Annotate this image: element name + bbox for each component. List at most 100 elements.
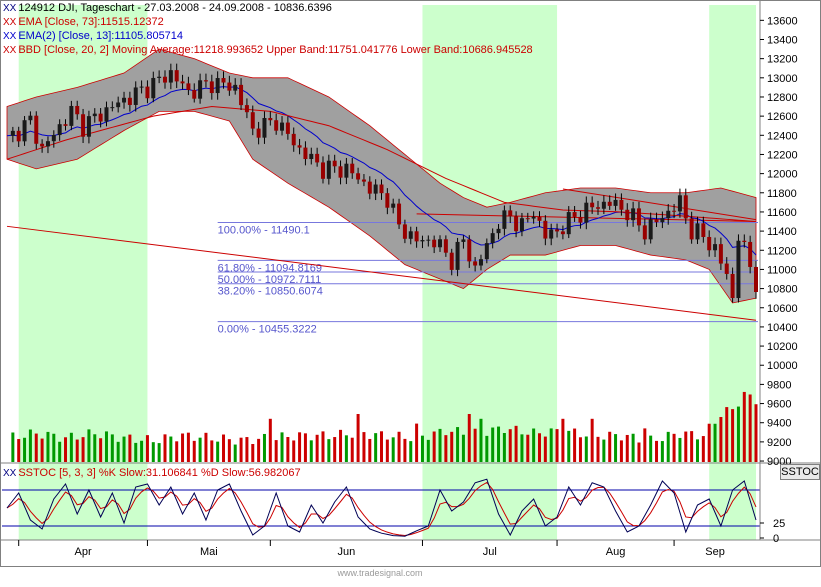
volume-bar: [695, 439, 699, 462]
volume-bar: [514, 425, 518, 462]
candle-body: [724, 263, 729, 274]
volume-bar: [619, 440, 623, 462]
volume-bar: [280, 432, 284, 462]
volume-bar: [339, 429, 343, 462]
volume-bar: [262, 433, 266, 462]
price-tick-label: 13400: [767, 34, 798, 46]
volume-bar: [309, 440, 313, 462]
candle-body: [192, 89, 197, 99]
volume-bar: [690, 431, 694, 462]
volume-bar: [526, 434, 530, 462]
candle-body: [297, 145, 302, 148]
volume-bar: [625, 434, 629, 462]
candle-body: [373, 184, 378, 194]
candle-body: [514, 216, 519, 232]
candle-body: [461, 239, 466, 242]
volume-bar: [28, 429, 32, 462]
stochastic-oscillator: [2, 478, 760, 537]
volume-bar: [725, 407, 729, 462]
candle-body: [473, 261, 478, 266]
candle-body: [63, 124, 68, 126]
candle-body: [75, 105, 80, 115]
oscillator-header: SSTOC [5, 3, 3] %K Slow:31.106841 %D Slo…: [18, 467, 301, 479]
month-label: Mai: [200, 546, 218, 558]
volume-bar: [227, 439, 231, 462]
candle-body: [320, 162, 325, 179]
stoch-d-line: [6, 481, 757, 537]
price-tick-label: 10600: [767, 303, 798, 315]
chart-title: XX 124912 DJI, Tageschart - 27.03.2008 - …: [3, 1, 332, 16]
price-tick-label: 9600: [767, 399, 791, 411]
candle-body: [531, 216, 536, 219]
volume-bar: [87, 429, 91, 462]
volume-bar: [415, 423, 419, 462]
volume-bar: [742, 391, 746, 462]
volume-bar: [157, 443, 161, 462]
volume-bar: [578, 437, 582, 462]
volume-bar: [274, 440, 278, 462]
sstoc-button[interactable]: SSTOC: [780, 464, 820, 480]
volume-bar: [655, 440, 659, 462]
candle-body: [707, 236, 712, 251]
volume-bar: [672, 433, 676, 462]
candle-body: [98, 113, 103, 122]
volume-bar: [596, 436, 600, 462]
volume-bar: [461, 434, 465, 462]
x-mark-icon: XX: [3, 17, 17, 28]
candle-body: [367, 181, 372, 194]
volume-bar: [140, 440, 144, 462]
volume-bar: [584, 436, 588, 462]
candle-body: [215, 78, 220, 94]
volume-bar: [426, 439, 430, 462]
volume-bar: [637, 442, 641, 462]
volume-bar: [643, 428, 647, 462]
candle-body: [344, 163, 349, 178]
candle-body: [139, 86, 144, 88]
volume-bar: [678, 437, 682, 462]
candle-body: [127, 97, 132, 105]
candle-body: [619, 199, 624, 210]
volume-bar: [69, 432, 73, 462]
candle-body: [34, 115, 39, 144]
price-tick-label: 11600: [767, 207, 797, 219]
candle-body: [168, 70, 173, 83]
candle-body: [309, 153, 314, 160]
candle-body: [549, 229, 554, 239]
candle-body: [16, 130, 21, 142]
price-tick-label: 11200: [767, 245, 797, 257]
candle-body: [274, 120, 279, 131]
candle-body: [391, 203, 396, 208]
price-tick-label: 10400: [767, 322, 798, 334]
month-label: Jul: [483, 546, 497, 558]
volume-bar: [169, 436, 173, 462]
fib-label: 38.20% - 10850.6074: [218, 286, 323, 298]
volume-bar: [748, 394, 752, 462]
candle-body: [625, 209, 630, 221]
volume-bar: [497, 426, 501, 462]
volume-bar: [23, 437, 27, 462]
volume-bar: [602, 439, 606, 462]
candle-body: [326, 160, 331, 179]
volume-bar: [75, 439, 79, 462]
volume-bar: [210, 440, 214, 462]
volume-bar: [128, 434, 132, 462]
volume-bar: [403, 438, 407, 462]
candle-body: [426, 239, 431, 241]
volume-bar: [233, 444, 237, 462]
candle-body: [478, 259, 483, 266]
candle-body: [133, 87, 138, 105]
candle-body: [596, 207, 601, 209]
x-mark-icon: XX: [3, 3, 17, 14]
volume-bar: [333, 437, 337, 462]
candle-body: [104, 107, 109, 122]
volume-bar: [257, 438, 261, 462]
volume-bar: [707, 423, 711, 462]
volume-bar: [660, 441, 664, 462]
volume-bar: [508, 429, 512, 462]
stoch-k-line: [6, 478, 757, 537]
candle-body: [174, 70, 179, 82]
candle-body: [250, 112, 255, 129]
volume-bar: [409, 441, 413, 462]
candle-body: [262, 117, 267, 138]
month-label: Apr: [75, 546, 92, 558]
